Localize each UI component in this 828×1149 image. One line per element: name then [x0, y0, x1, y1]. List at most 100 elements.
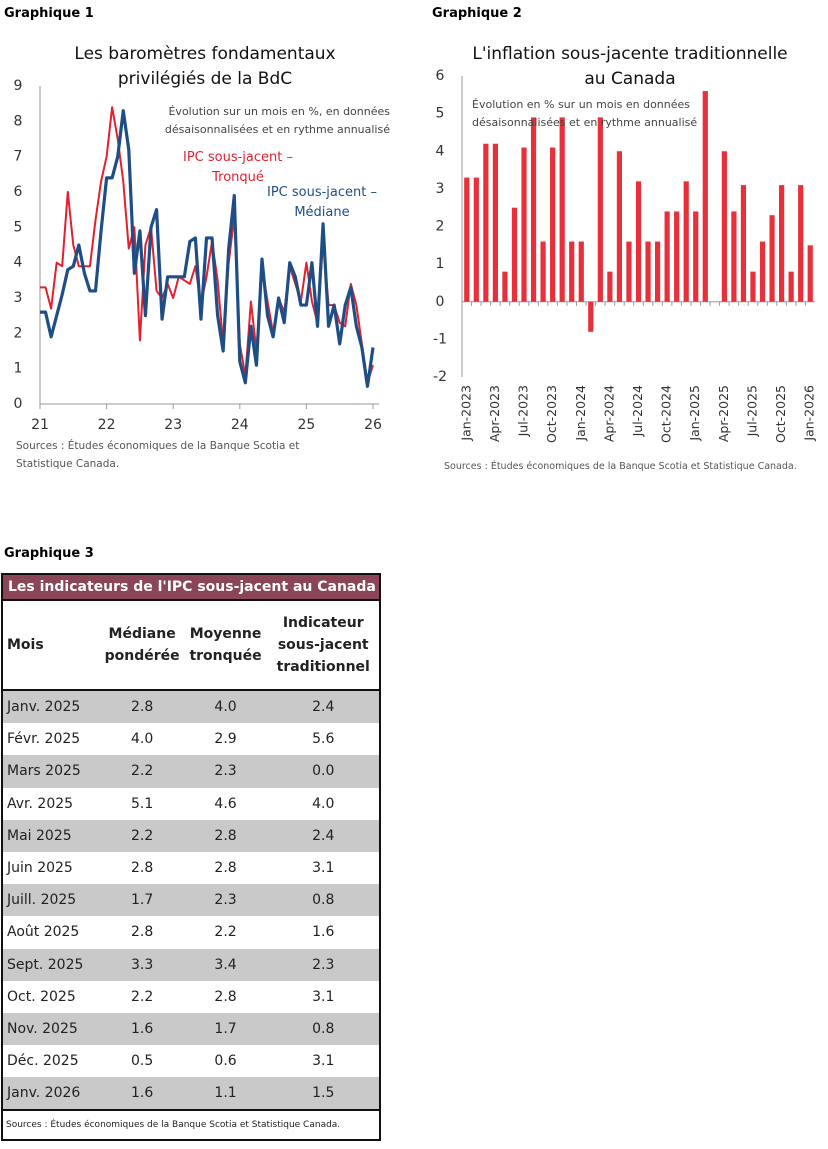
column-header: Mois	[3, 599, 101, 691]
x-tick-label: 25	[297, 417, 315, 433]
table-cell: 1.7	[183, 1012, 268, 1046]
table-cell: 1.6	[100, 1012, 184, 1046]
table-cell: Août 2025	[7, 924, 80, 941]
table-cell: 2.2	[214, 924, 237, 941]
table-row: Août 2025 2.8 2.2 1.6	[3, 916, 379, 948]
table-cell: 3.1	[312, 1053, 335, 1070]
table-cell: 1.7	[100, 884, 184, 917]
bar	[502, 271, 508, 302]
chart-title: L'inflation sous-jacente traditionnelle …	[440, 42, 820, 92]
x-tick-label: Apr-2025	[716, 385, 731, 442]
y-tick-label: 5	[436, 106, 445, 122]
source: Sources : Études économiques de la Banqu…	[16, 440, 300, 470]
column-header: Indicateur sous-jacent traditionnel	[267, 599, 379, 691]
y-tick-label: -2	[433, 369, 447, 385]
bar	[788, 271, 794, 302]
table-row: Mars 2025 2.2 2.3 0.0	[3, 755, 379, 788]
table-cell: Juin 2025	[7, 860, 73, 877]
table-row: Oct. 2025 2.2 2.8 3.1	[3, 981, 379, 1013]
table-cell: Oct. 2025	[7, 988, 76, 1005]
x-tick-label: 22	[98, 417, 116, 433]
bar	[769, 215, 775, 302]
y-tick-label: 0	[436, 294, 445, 310]
table-cell: Janv. 2026	[3, 1077, 101, 1110]
chart: -2 -1 0 1 2 3 4 5 6 Jan-2023 Apr-2023 Jul-2023 Oct-2…	[420, 0, 828, 490]
y-tick-label: 7	[14, 149, 23, 165]
bar	[530, 117, 537, 302]
table-cell: 2.4	[267, 690, 379, 724]
x-tick-label: Jan-2023	[458, 385, 473, 442]
bar	[597, 117, 603, 302]
bar	[674, 211, 680, 302]
series-label: IPC sous-jacent – Médiane	[266, 185, 377, 220]
table-title: Les indicateurs de l'IPC sous-jacent au …	[3, 575, 379, 599]
x-tick-label: Jan-2026	[802, 385, 817, 442]
bar	[607, 271, 613, 302]
chart-label: Graphique 3	[4, 546, 94, 561]
bar	[569, 241, 575, 302]
bar	[616, 151, 623, 302]
bar	[540, 241, 546, 302]
y-tick-label: 5	[14, 219, 23, 235]
y-tick-label: 2	[436, 219, 445, 235]
x-tick-label: Jan-2025	[687, 385, 702, 442]
table-row: Mai 2025 2.2 2.8 2.4	[3, 819, 379, 852]
table-cell: 4.0	[130, 731, 154, 748]
table-cell: 2.8	[130, 924, 154, 941]
series-line	[40, 109, 375, 388]
table-cell: 0.0	[267, 755, 379, 788]
header-row: Mois Médiane pondérée Moyenne tronquée Indi…	[3, 599, 379, 691]
table-cell: Nov. 2025	[3, 1012, 101, 1046]
y-tick-label: 9	[14, 78, 23, 94]
table-row: Déc. 2025 0.5 0.6 3.1	[3, 1045, 379, 1077]
table-cell: 2.4	[267, 819, 379, 852]
bar	[721, 151, 727, 302]
series-label: IPC sous-jacent – Tronqué	[182, 150, 293, 185]
table-row: Juin 2025 2.8 2.8 3.1	[3, 852, 379, 884]
bar	[521, 147, 527, 302]
table-row: Avr. 2025 5.1 4.6 4.0	[3, 788, 379, 820]
table-cell: Janv. 2025	[3, 690, 101, 724]
y-tick-label: 1	[14, 361, 23, 377]
title-line: privilégiés de la BdC	[117, 69, 293, 89]
bar	[779, 185, 785, 302]
table-cell: Mai 2025	[3, 819, 101, 852]
table-cell: Juill. 2025	[3, 884, 101, 917]
table-cell: 2.8	[183, 819, 268, 852]
x-tick-label: Jul-2025	[744, 385, 759, 437]
table-cell: 0.8	[267, 1012, 379, 1046]
bar	[645, 241, 651, 302]
y-tick-label: 4	[14, 255, 23, 271]
y-tick-label: 1	[436, 256, 445, 272]
y-tick-label: 6	[436, 68, 445, 84]
table-cell: 0.6	[214, 1053, 237, 1070]
table-row: Sept. 2025 3.3 3.4 2.3	[3, 948, 379, 981]
table-cell: 3.4	[183, 948, 268, 981]
table-cell: 4.6	[214, 795, 237, 812]
table-cell: 2.2	[130, 988, 154, 1005]
table-cell: 2.8	[100, 690, 184, 724]
y-tick-label: 4	[436, 143, 445, 159]
table-cell: 1.6	[100, 1077, 184, 1110]
bar	[511, 207, 518, 302]
x-tick-label: Oct-2023	[544, 385, 559, 443]
bar	[683, 181, 689, 302]
x-tick-label: Jul-2024	[630, 385, 645, 437]
bar	[473, 177, 479, 302]
subtitle-line: Évolution sur un mois en %, en données	[168, 105, 390, 118]
table-cell: 0.8	[267, 884, 379, 917]
bar	[654, 241, 661, 302]
table-cell: Sept. 2025	[3, 948, 101, 981]
bar	[626, 241, 632, 302]
table-cell: Avr. 2025	[7, 795, 74, 812]
table-row: Juill. 2025 1.7 2.3 0.8	[3, 884, 379, 917]
table-cell: 3.3	[100, 948, 184, 981]
table-cell: 1.5	[267, 1077, 379, 1110]
table-cell: 2.8	[130, 860, 154, 877]
chart-title: Les baromètres fondamentaux privilégiés …	[40, 42, 370, 92]
y-tick-label: -1	[433, 331, 447, 347]
title-line: au Canada	[584, 69, 676, 89]
table-cell: 2.3	[183, 884, 268, 917]
